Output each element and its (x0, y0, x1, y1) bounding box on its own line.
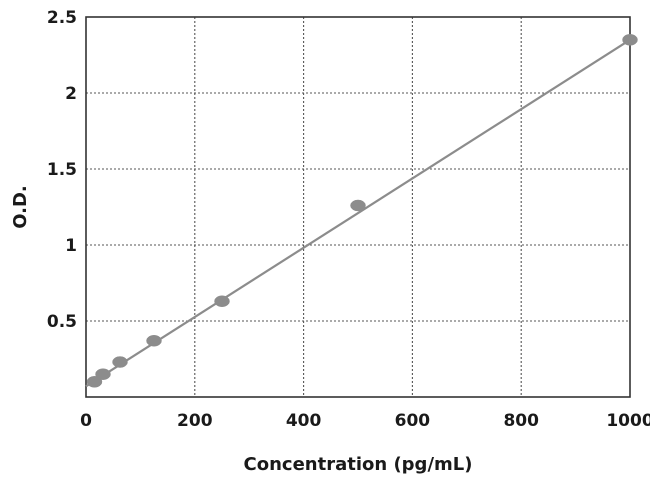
trendline (85, 38, 631, 388)
x-tick-label: 0 (80, 411, 92, 431)
x-tick-labels: 0 200 400 600 800 1000 (80, 411, 650, 431)
y-axis-title: O.D. (10, 185, 31, 229)
x-tick-label: 400 (286, 411, 322, 431)
x-tick-label: 800 (503, 411, 539, 431)
data-point (86, 376, 103, 388)
data-point (146, 335, 162, 347)
plot-area-frame (85, 16, 631, 398)
y-tick-labels: 0.5 1 1.5 2 2.5 (47, 8, 77, 332)
y-tick-label: 2 (65, 84, 77, 104)
x-tick-label: 200 (177, 411, 213, 431)
x-axis-title: Concentration (pg/mL) (244, 454, 473, 475)
data-point (112, 356, 128, 368)
x-tick-label: 1000 (606, 411, 650, 431)
trendline-layer (85, 38, 631, 388)
data-point (214, 295, 230, 307)
data-point (95, 368, 111, 380)
grid-layer (86, 17, 630, 397)
y-tick-label: 1.5 (47, 160, 77, 180)
y-tick-label: 2.5 (47, 8, 77, 28)
x-tick-label: 600 (395, 411, 431, 431)
data-point (350, 199, 366, 212)
data-points-layer (86, 34, 638, 388)
y-tick-label: 1 (65, 236, 77, 256)
y-tick-label: 0.5 (47, 312, 77, 332)
data-point (622, 34, 638, 46)
